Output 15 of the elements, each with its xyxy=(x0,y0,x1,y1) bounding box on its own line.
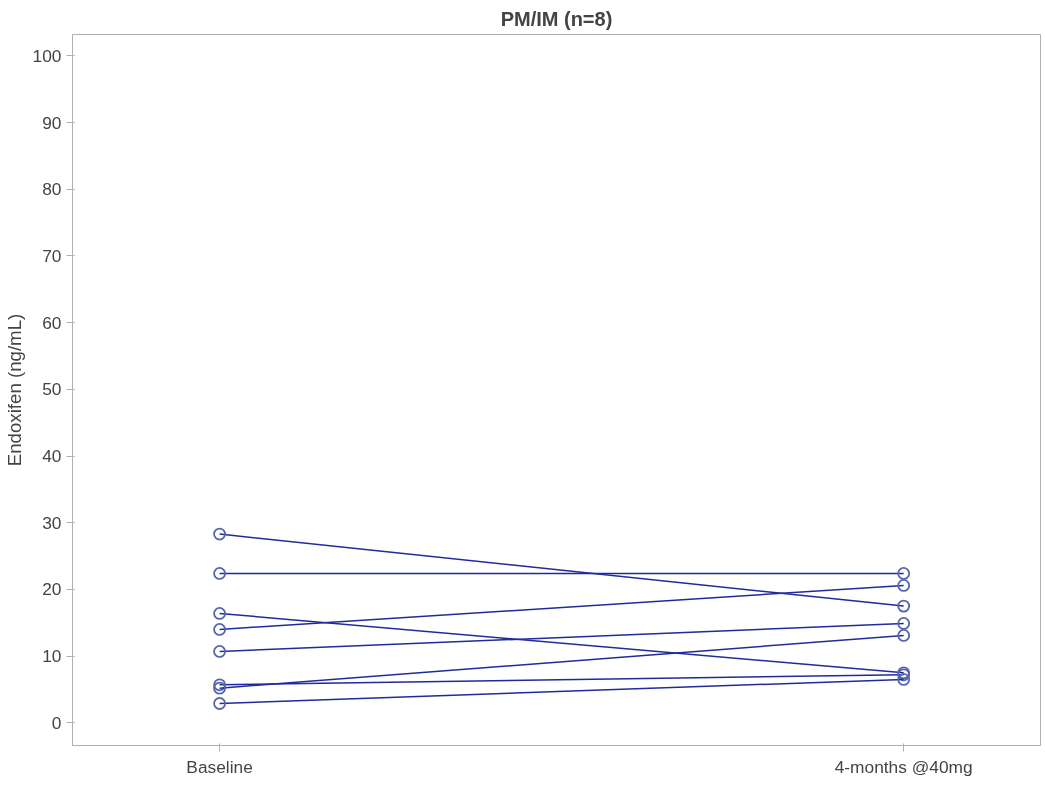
y-tick-label: 100 xyxy=(32,45,62,66)
y-tick-label: 50 xyxy=(42,379,62,400)
y-tick-label: 0 xyxy=(51,712,62,733)
y-tick-label: 60 xyxy=(42,312,62,333)
y-tick-label: 90 xyxy=(42,112,62,133)
y-tick-label: 70 xyxy=(42,245,62,266)
y-axis-title: Endoxifen (ng/mL) xyxy=(3,313,25,467)
x-tick-label: 4-months @40mg xyxy=(834,756,973,777)
chart-title: PM/IM (n=8) xyxy=(500,7,613,30)
y-tick-label: 10 xyxy=(42,646,62,667)
y-tick-label: 40 xyxy=(42,446,62,467)
y-tick-label: 30 xyxy=(42,512,62,533)
y-tick-label: 80 xyxy=(42,179,62,200)
y-tick-label: 20 xyxy=(42,579,62,600)
x-tick-label: Baseline xyxy=(186,756,253,777)
